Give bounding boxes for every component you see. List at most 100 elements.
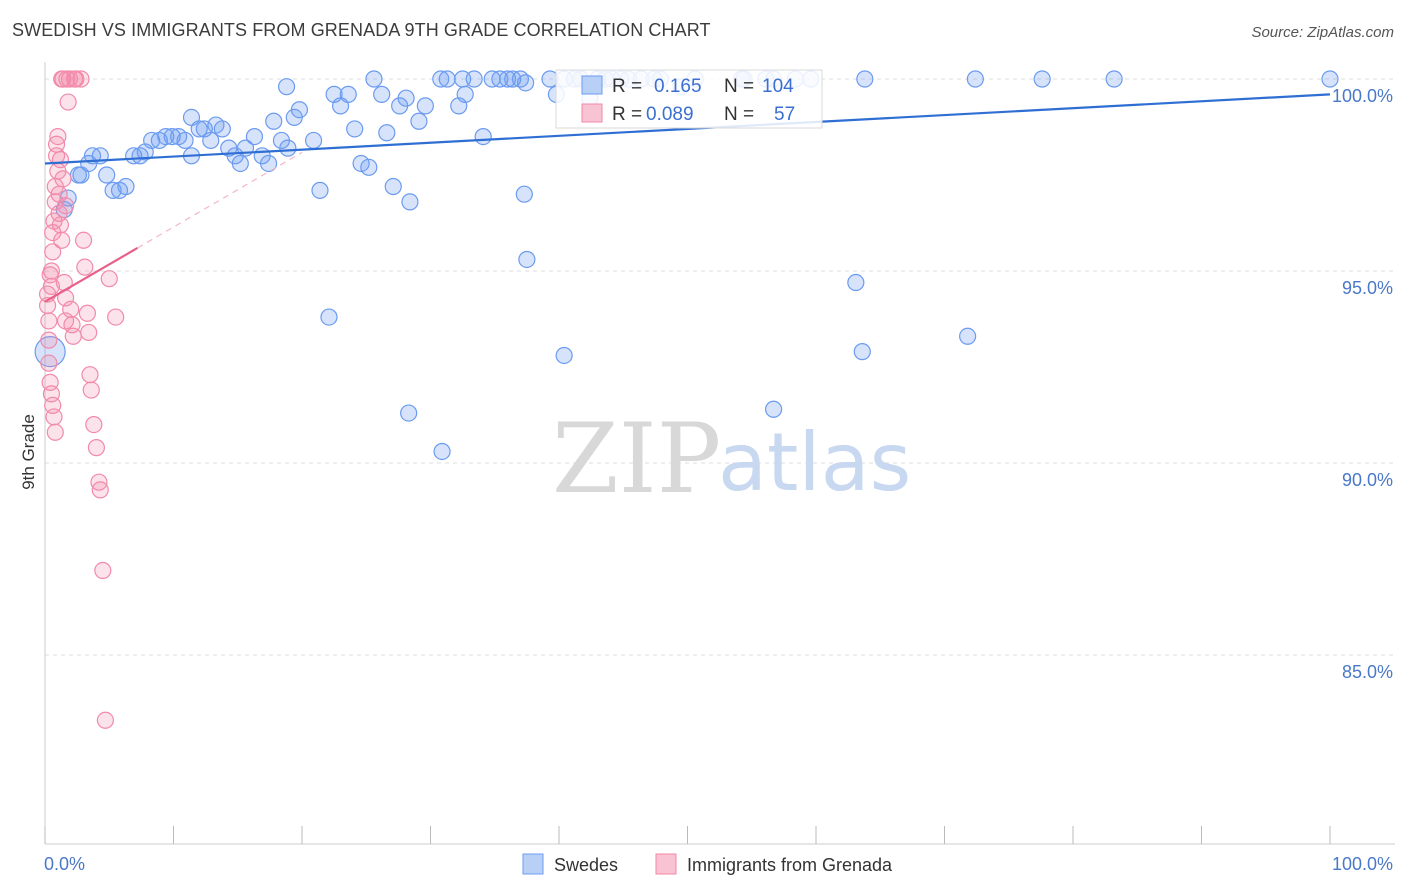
grenada-point-5 bbox=[42, 262, 61, 280]
trend-line-grenada bbox=[44, 247, 139, 303]
trend-line-grenada-extension bbox=[137, 151, 303, 249]
y-tick-label-0: 85.0% bbox=[1342, 662, 1393, 682]
grenada-point-3 bbox=[40, 331, 58, 349]
trend-line-swedes bbox=[44, 93, 1331, 165]
series-grenada-points bbox=[38, 70, 125, 729]
swedes-point-26 bbox=[213, 120, 231, 138]
grenada-point-6 bbox=[42, 277, 61, 295]
grenada-point-18 bbox=[53, 231, 71, 249]
grenada-point-44 bbox=[96, 711, 114, 729]
stats-n-value-swedes: 104 bbox=[762, 76, 794, 97]
swedes-point-56 bbox=[416, 97, 434, 115]
swedes-point-94 bbox=[853, 343, 871, 361]
stats-n-value-grenada: 57 bbox=[774, 104, 795, 125]
x-tick-labels: 0.0% 100.0% bbox=[44, 854, 1393, 874]
stats-swatch-grenada bbox=[581, 103, 603, 123]
grenada-point-17 bbox=[51, 216, 70, 234]
swedes-point-104 bbox=[433, 442, 451, 461]
grenada-point-53 bbox=[49, 128, 67, 146]
swedes-point-58 bbox=[438, 70, 456, 88]
grenada-point-54 bbox=[51, 151, 70, 169]
swedes-point-20 bbox=[176, 131, 194, 150]
trend-lines bbox=[44, 93, 1331, 303]
swedes-point-66 bbox=[499, 70, 517, 88]
swedes-point-48 bbox=[365, 70, 383, 88]
swedes-point-40 bbox=[311, 181, 329, 199]
swedes-point-61 bbox=[456, 85, 474, 103]
watermark: ZIP atlas bbox=[552, 403, 911, 515]
swedes-point-39 bbox=[304, 131, 323, 150]
swedes-point-93 bbox=[847, 273, 865, 292]
grenada-point-38 bbox=[82, 381, 100, 399]
grenada-point-43 bbox=[94, 561, 112, 580]
x-tick-label-min: 0.0% bbox=[44, 854, 85, 874]
swedes-point-101 bbox=[555, 346, 573, 365]
swedes-point-62 bbox=[465, 70, 483, 88]
swedes-point-49 bbox=[373, 85, 391, 103]
stats-r-value-grenada: 0.089 bbox=[646, 104, 694, 125]
stats-n-label-grenada: N = bbox=[724, 104, 754, 125]
swedes-point-55 bbox=[410, 112, 428, 130]
swedes-point-38 bbox=[290, 101, 309, 119]
swedes-point-107 bbox=[277, 78, 296, 96]
grenada-point-35 bbox=[78, 304, 97, 322]
swedes-point-45 bbox=[346, 120, 364, 138]
stats-r-label-swedes: R = bbox=[612, 76, 642, 97]
swedes-point-44 bbox=[339, 85, 357, 103]
swedes-point-96 bbox=[959, 327, 977, 345]
grenada-point-51 bbox=[45, 408, 63, 426]
grenada-point-29 bbox=[64, 327, 82, 345]
grenada-point-31 bbox=[67, 70, 85, 88]
swedes-point-47 bbox=[360, 158, 378, 176]
swedes-point-29 bbox=[231, 154, 249, 173]
swedes-point-97 bbox=[966, 70, 984, 88]
grenada-point-42 bbox=[91, 481, 109, 499]
grenada-point-39 bbox=[85, 416, 103, 434]
swedes-point-69 bbox=[515, 185, 533, 203]
grenada-point-52 bbox=[46, 423, 64, 441]
swedes-point-98 bbox=[1033, 70, 1051, 88]
grenada-point-56 bbox=[56, 197, 75, 215]
grenada-point-33 bbox=[74, 231, 93, 249]
y-tick-label-3: 100.0% bbox=[1332, 86, 1393, 106]
swedes-point-63 bbox=[474, 128, 492, 146]
swedes-point-17 bbox=[157, 128, 175, 146]
swedes-point-24 bbox=[202, 131, 220, 150]
y-axis-label: 9th Grade bbox=[19, 414, 38, 490]
grenada-point-32 bbox=[72, 70, 90, 88]
grenada-point-47 bbox=[40, 354, 58, 372]
stats-swatch-swedes bbox=[581, 75, 603, 95]
y-tick-label-2: 95.0% bbox=[1342, 278, 1393, 298]
chart-source: Source: ZipAtlas.com bbox=[1251, 24, 1394, 41]
grenada-point-27 bbox=[62, 300, 80, 318]
grenada-point-34 bbox=[76, 258, 94, 276]
chart-title: SWEDISH VS IMMIGRANTS FROM GRENADA 9TH G… bbox=[12, 20, 711, 40]
swedes-point-46 bbox=[352, 154, 370, 173]
grenada-point-36 bbox=[80, 323, 98, 342]
swedes-point-36 bbox=[279, 139, 297, 157]
swedes-point-54 bbox=[401, 193, 419, 211]
bottom-legend: Swedes Immigrants from Grenada bbox=[522, 853, 893, 875]
swedes-point-70 bbox=[516, 74, 535, 92]
swedes-point-103 bbox=[400, 404, 418, 422]
stats-r-value-swedes: 0.165 bbox=[654, 76, 702, 97]
swedes-point-0 bbox=[34, 336, 66, 368]
swedes-point-57 bbox=[432, 70, 450, 88]
swedes-point-105 bbox=[764, 400, 783, 418]
legend-label-grenada: Immigrants from Grenada bbox=[687, 855, 893, 875]
watermark-zip: ZIP bbox=[552, 403, 721, 515]
swedes-point-41 bbox=[320, 308, 338, 326]
grenada-point-37 bbox=[81, 366, 99, 384]
grenada-point-55 bbox=[54, 170, 72, 188]
swedes-point-50 bbox=[378, 124, 396, 142]
swedes-point-95 bbox=[856, 70, 874, 88]
y-tick-labels: 85.0% 90.0% 95.0% 100.0% bbox=[1332, 86, 1393, 682]
swedes-point-34 bbox=[265, 112, 283, 130]
x-tick-label-max: 100.0% bbox=[1332, 854, 1393, 874]
stats-legend-box: R = 0.165 N = 104 R = 0.089 N = 57 bbox=[555, 69, 823, 129]
legend-swatch-swedes bbox=[522, 853, 544, 875]
grenada-point-45 bbox=[100, 270, 118, 288]
grenada-point-7 bbox=[44, 243, 62, 261]
legend-swatch-grenada bbox=[655, 853, 677, 875]
